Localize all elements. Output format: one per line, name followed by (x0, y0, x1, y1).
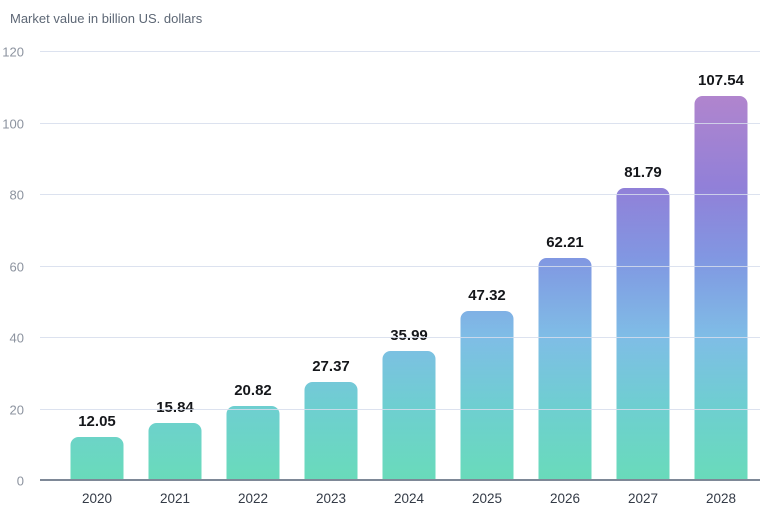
xtick-label-2023: 2023 (315, 491, 347, 506)
value-label-2022: 20.82 (234, 381, 272, 399)
ytick-label-60: 60 (9, 259, 24, 274)
ytick-label-0: 0 (16, 473, 24, 489)
bar-2020[interactable] (70, 436, 124, 480)
bar-slot-2026: 62.21 (526, 51, 604, 481)
bars-layer: 12.05 15.84 20.82 27.37 35.99 47.32 62.21 81.79… (58, 51, 760, 481)
value-label-2028: 107.54 (698, 71, 744, 89)
bar-slot-2022: 20.82 (214, 51, 292, 481)
value-label-2021: 15.84 (156, 399, 194, 417)
bar-fill-2027 (616, 187, 670, 480)
bar-slot-2027: 81.79 (604, 51, 682, 481)
xtick-label-2026: 2026 (549, 491, 581, 506)
ytick-label-80: 80 (9, 187, 24, 203)
bar-fill-2023 (304, 382, 358, 480)
bar-fill-2021 (148, 423, 202, 480)
value-label-2026: 62.21 (546, 233, 584, 251)
bar-fill-2026 (538, 257, 592, 480)
value-label-2027: 81.79 (624, 163, 662, 181)
bar-2022[interactable] (226, 405, 280, 480)
ytick-label-40: 40 (9, 330, 24, 346)
bar-slot-2028: 107.54 (682, 51, 760, 481)
ytick-label-20: 20 (9, 402, 24, 417)
x-axis-tick-labels: 2020 2021 2022 2023 2024 2025 2026 2027 2028 (58, 491, 760, 506)
xtick-label-2025: 2025 (471, 491, 503, 506)
value-label-2020: 12.05 (78, 412, 116, 430)
xtick-label-2028: 2028 (705, 491, 737, 506)
bar-2023[interactable] (304, 382, 358, 480)
value-label-2023: 27.37 (312, 358, 350, 376)
bar-slot-2023: 27.37 (292, 51, 370, 481)
bar-slot-2024: 35.99 (370, 51, 448, 481)
xtick-label-2022: 2022 (237, 491, 269, 506)
ytick-label-120: 120 (2, 44, 24, 60)
bar-fill-2025 (460, 310, 514, 480)
xtick-label-2027: 2027 (627, 491, 659, 506)
bar-2021[interactable] (148, 423, 202, 480)
bar-fill-2024 (382, 351, 436, 480)
bar-fill-2028 (694, 95, 748, 480)
bar-2027[interactable] (616, 187, 670, 480)
bar-slot-2025: 47.32 (448, 51, 526, 481)
xtick-label-2021: 2021 (159, 491, 191, 506)
ytick-label-100: 100 (2, 116, 24, 131)
bar-2028[interactable] (694, 95, 748, 480)
value-label-2025: 47.32 (468, 286, 506, 304)
bar-fill-2022 (226, 405, 280, 480)
xtick-label-2024: 2024 (393, 491, 425, 506)
bar-fill-2020 (70, 436, 124, 480)
bar-2025[interactable] (460, 310, 514, 480)
xtick-label-2020: 2020 (81, 491, 113, 506)
plot-area: 0 20 40 60 80 100 120 12.05 15.84 20.82 27.37 35.9… (2, 45, 760, 489)
bar-slot-2020: 12.05 (58, 51, 136, 481)
chart-title: Market value in billion US. dollars (10, 11, 203, 26)
value-label-2024: 35.99 (390, 327, 428, 345)
bar-2026[interactable] (538, 257, 592, 480)
bar-slot-2021: 15.84 (136, 51, 214, 481)
bar-2024[interactable] (382, 351, 436, 480)
x-axis-line (40, 479, 760, 481)
